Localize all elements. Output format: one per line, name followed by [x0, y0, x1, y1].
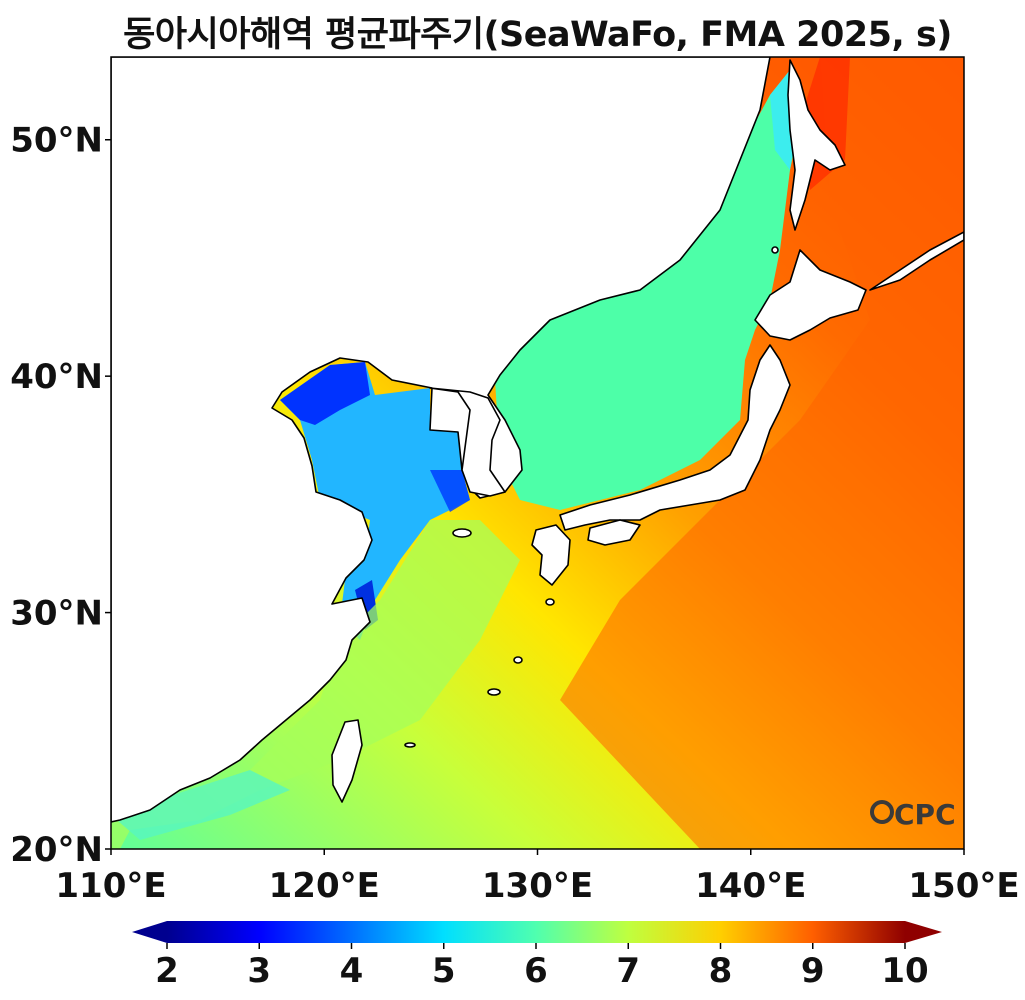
ryukyu-island-1 [487, 688, 501, 696]
y-axis: 20°N 30°N 40°N 50°N [10, 121, 111, 870]
pacific-long-period [560, 57, 964, 849]
honshu [559, 344, 791, 531]
taiwan [331, 719, 363, 803]
land [111, 57, 964, 823]
south-china-coast-field [111, 770, 290, 840]
colorbar-tick-label: 4 [340, 951, 364, 991]
rishiri-island [771, 246, 779, 254]
ryukyu-island-3 [404, 742, 416, 748]
x-tick-label: 120°E [269, 866, 380, 906]
colorbar-tick-label: 5 [432, 951, 456, 991]
y-tick-label: 30°N [10, 594, 103, 634]
kuril-islands [869, 231, 964, 291]
colorbar-gradient [167, 921, 905, 943]
colorbar-tick-label: 10 [881, 951, 928, 991]
colorbar-tick-label: 9 [801, 951, 825, 991]
colorbar-tick-label: 6 [524, 951, 548, 991]
hokkaido [754, 249, 867, 341]
colorbar-tick-label: 3 [247, 951, 271, 991]
x-tick-label: 110°E [55, 866, 166, 906]
colorbar-tick-label: 8 [709, 951, 733, 991]
jeju-island [452, 528, 472, 538]
shikoku [587, 519, 641, 546]
colorbar: 2 3 4 5 6 7 8 9 10 [132, 921, 942, 991]
colorbar-min-extend [132, 921, 167, 943]
y-tick-label: 20°N [10, 830, 103, 870]
korea-strait-low [430, 470, 470, 512]
x-tick-label: 140°E [695, 866, 806, 906]
x-axis: 110°E 120°E 130°E 140°E 150°E [55, 849, 1020, 906]
x-tick-label: 130°E [482, 866, 593, 906]
ryukyu-island-4 [545, 598, 555, 606]
kyushu [531, 524, 571, 586]
colorbar-ticks: 2 3 4 5 6 7 8 9 10 [155, 943, 929, 991]
y-tick-label: 50°N [10, 121, 103, 161]
colorbar-max-extend [905, 921, 942, 943]
map-title: 동아시아해역 평균파주기(SeaWaFo, FMA 2025, s) [123, 15, 952, 55]
ocpc-logo-icon [870, 800, 894, 824]
colorbar-tick-label: 7 [616, 951, 640, 991]
sakhalin [787, 59, 846, 231]
ocpc-watermark: CPC [870, 798, 956, 831]
east-china-sea-field [111, 520, 520, 849]
ryukyu-island-2 [513, 656, 523, 664]
asian-mainland [111, 57, 771, 823]
watermark-text: CPC [894, 798, 956, 831]
colorbar-tick-label: 2 [155, 951, 179, 991]
yellow-sea-field [280, 362, 470, 640]
y-tick-label: 40°N [10, 357, 103, 397]
x-tick-label: 150°E [908, 866, 1019, 906]
korean-peninsula [429, 387, 506, 497]
map-content: CPC [111, 57, 964, 849]
bohai-field [280, 362, 370, 425]
